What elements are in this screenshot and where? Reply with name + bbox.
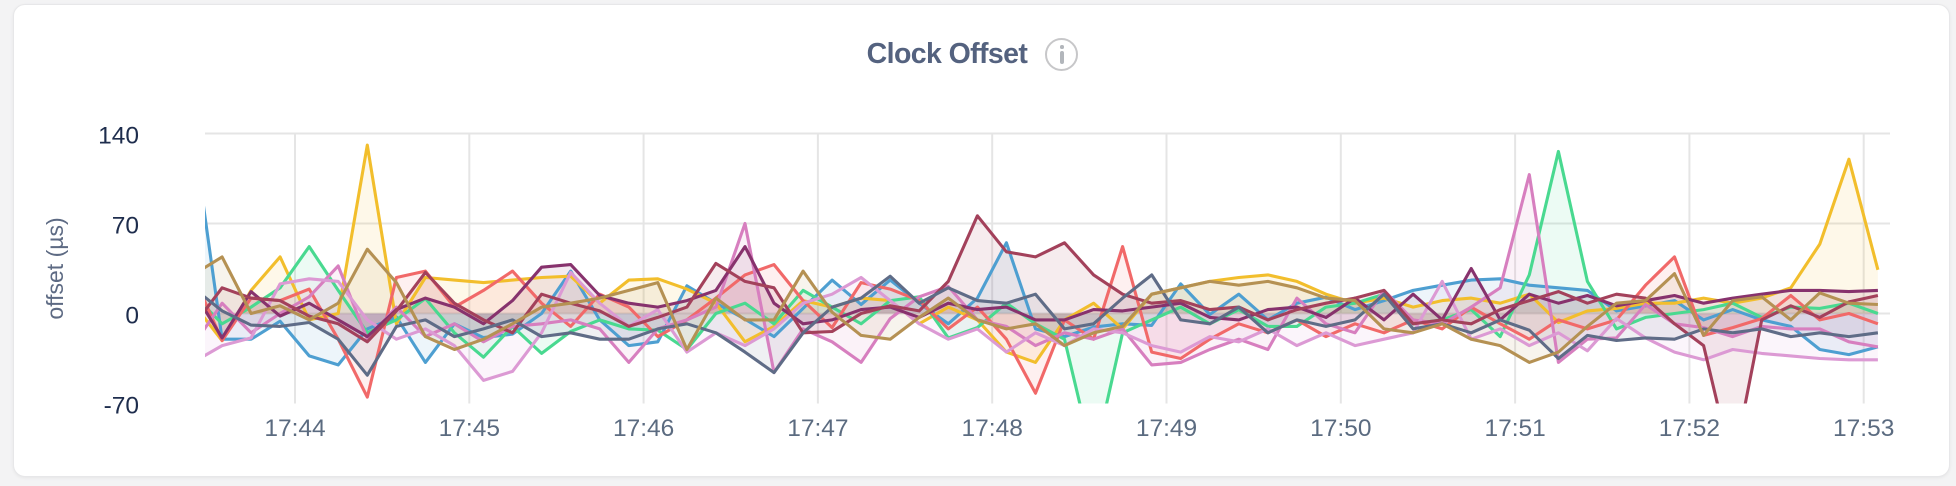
svg-text:17:47: 17:47 bbox=[787, 415, 848, 442]
svg-text:17:49: 17:49 bbox=[1136, 415, 1197, 442]
svg-text:-70: -70 bbox=[104, 393, 139, 420]
svg-text:17:48: 17:48 bbox=[962, 415, 1023, 442]
svg-text:17:52: 17:52 bbox=[1659, 415, 1720, 442]
svg-text:70: 70 bbox=[112, 213, 139, 240]
svg-text:17:53: 17:53 bbox=[1833, 415, 1894, 442]
svg-text:17:50: 17:50 bbox=[1310, 415, 1371, 442]
svg-text:17:44: 17:44 bbox=[264, 415, 325, 442]
svg-text:17:46: 17:46 bbox=[613, 415, 674, 442]
svg-text:17:51: 17:51 bbox=[1484, 415, 1545, 442]
svg-text:140: 140 bbox=[98, 123, 139, 150]
svg-text:17:45: 17:45 bbox=[439, 415, 500, 442]
svg-text:0: 0 bbox=[125, 303, 139, 330]
svg-text:offset (µs): offset (µs) bbox=[42, 217, 68, 319]
